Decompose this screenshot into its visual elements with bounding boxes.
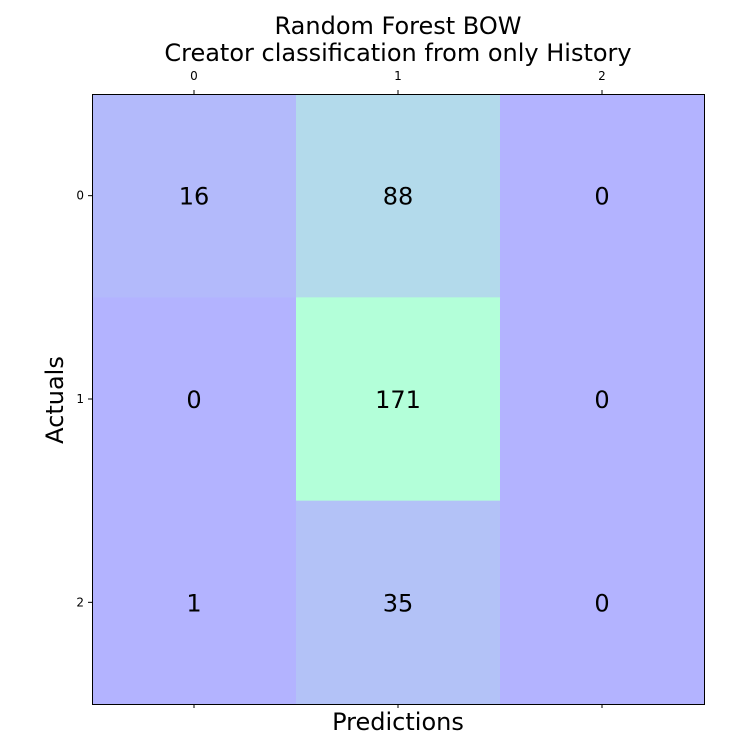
cell-value-label: 35 <box>383 589 414 617</box>
y-axis-ticks: 0 1 2 <box>76 189 92 609</box>
x-tick-label: 0 <box>190 69 198 83</box>
x-tick-label: 2 <box>598 69 606 83</box>
heatmap-cell-0-0 <box>92 94 297 298</box>
heatmap-cell-2-2 <box>500 500 705 705</box>
cell-value-label: 0 <box>186 386 201 414</box>
heatmap-cell-2-0 <box>92 500 297 705</box>
chart-title: Random Forest BOW Creator classification… <box>164 12 631 67</box>
x-axis-label: Predictions <box>332 708 464 736</box>
heatmap-cell-0-2 <box>500 94 705 298</box>
heatmap-cell-2-1 <box>296 500 501 705</box>
heatmap-cell-1-0 <box>92 297 297 502</box>
heatmap-cell-1-2 <box>500 297 705 502</box>
cell-value-label: 0 <box>594 589 609 617</box>
cell-value-label: 171 <box>375 386 421 414</box>
y-tick-label: 2 <box>76 595 84 609</box>
y-tick-label: 1 <box>76 392 84 406</box>
chart-title-line-2: Creator classification from only History <box>164 39 631 67</box>
x-tick-label: 1 <box>394 69 402 83</box>
x-axis-ticks: 0 1 2 <box>190 69 606 708</box>
heatmap-cell-0-1 <box>296 94 501 298</box>
cell-value-label: 0 <box>594 183 609 211</box>
cell-value-label: 16 <box>179 183 210 211</box>
cell-value-label: 1 <box>186 589 201 617</box>
chart-title-line-1: Random Forest BOW <box>275 12 522 40</box>
cell-value-label: 0 <box>594 386 609 414</box>
heatmap-cell-labels: 16 88 0 0 171 0 1 35 0 <box>179 183 610 618</box>
heatmap-cells <box>92 94 705 705</box>
cell-value-label: 88 <box>383 183 414 211</box>
y-axis-label: Actuals <box>41 356 69 444</box>
heatmap-cell-1-1 <box>296 297 501 502</box>
y-tick-label: 0 <box>76 189 84 203</box>
